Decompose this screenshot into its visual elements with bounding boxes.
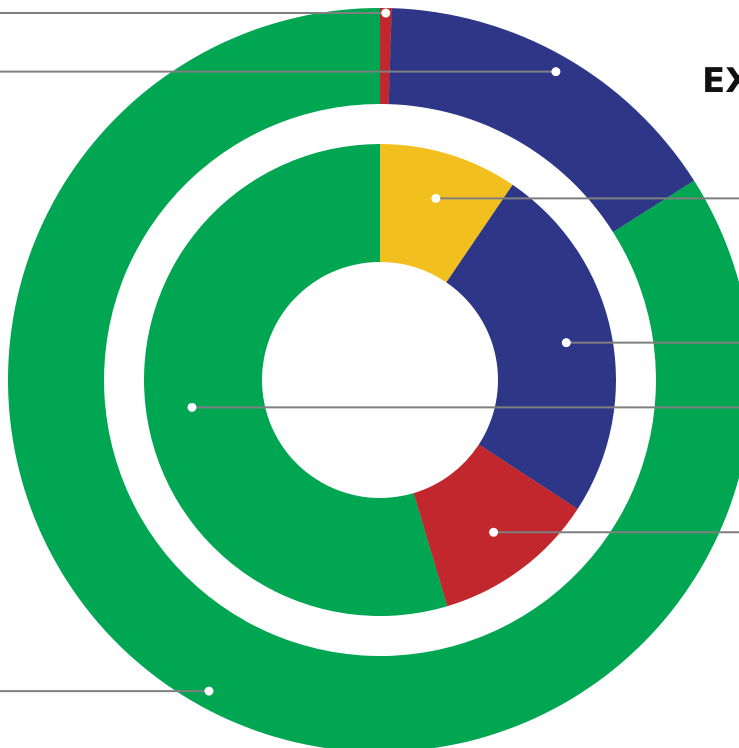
outer-leader-dot-2	[551, 67, 561, 77]
inner-ring-slice-3	[413, 444, 578, 607]
chart-title: EX	[702, 61, 739, 101]
inner-ring	[144, 144, 616, 616]
outer-ring-slice-1	[380, 8, 392, 105]
inner-ring-slice-2	[446, 184, 616, 509]
inner-ring-slice-4	[144, 144, 448, 616]
inner-leader-dot-4	[187, 402, 197, 412]
leader-lines	[0, 8, 739, 696]
inner-leader-dot-1	[431, 193, 441, 203]
outer-ring-slice-2	[388, 8, 695, 233]
outer-leader-dot-3	[204, 686, 214, 696]
inner-leader-dot-3	[489, 527, 499, 537]
outer-ring	[8, 8, 739, 748]
outer-leader-dot-1	[381, 8, 391, 18]
inner-leader-dot-2	[561, 338, 571, 348]
inner-ring-slice-1	[380, 144, 513, 283]
